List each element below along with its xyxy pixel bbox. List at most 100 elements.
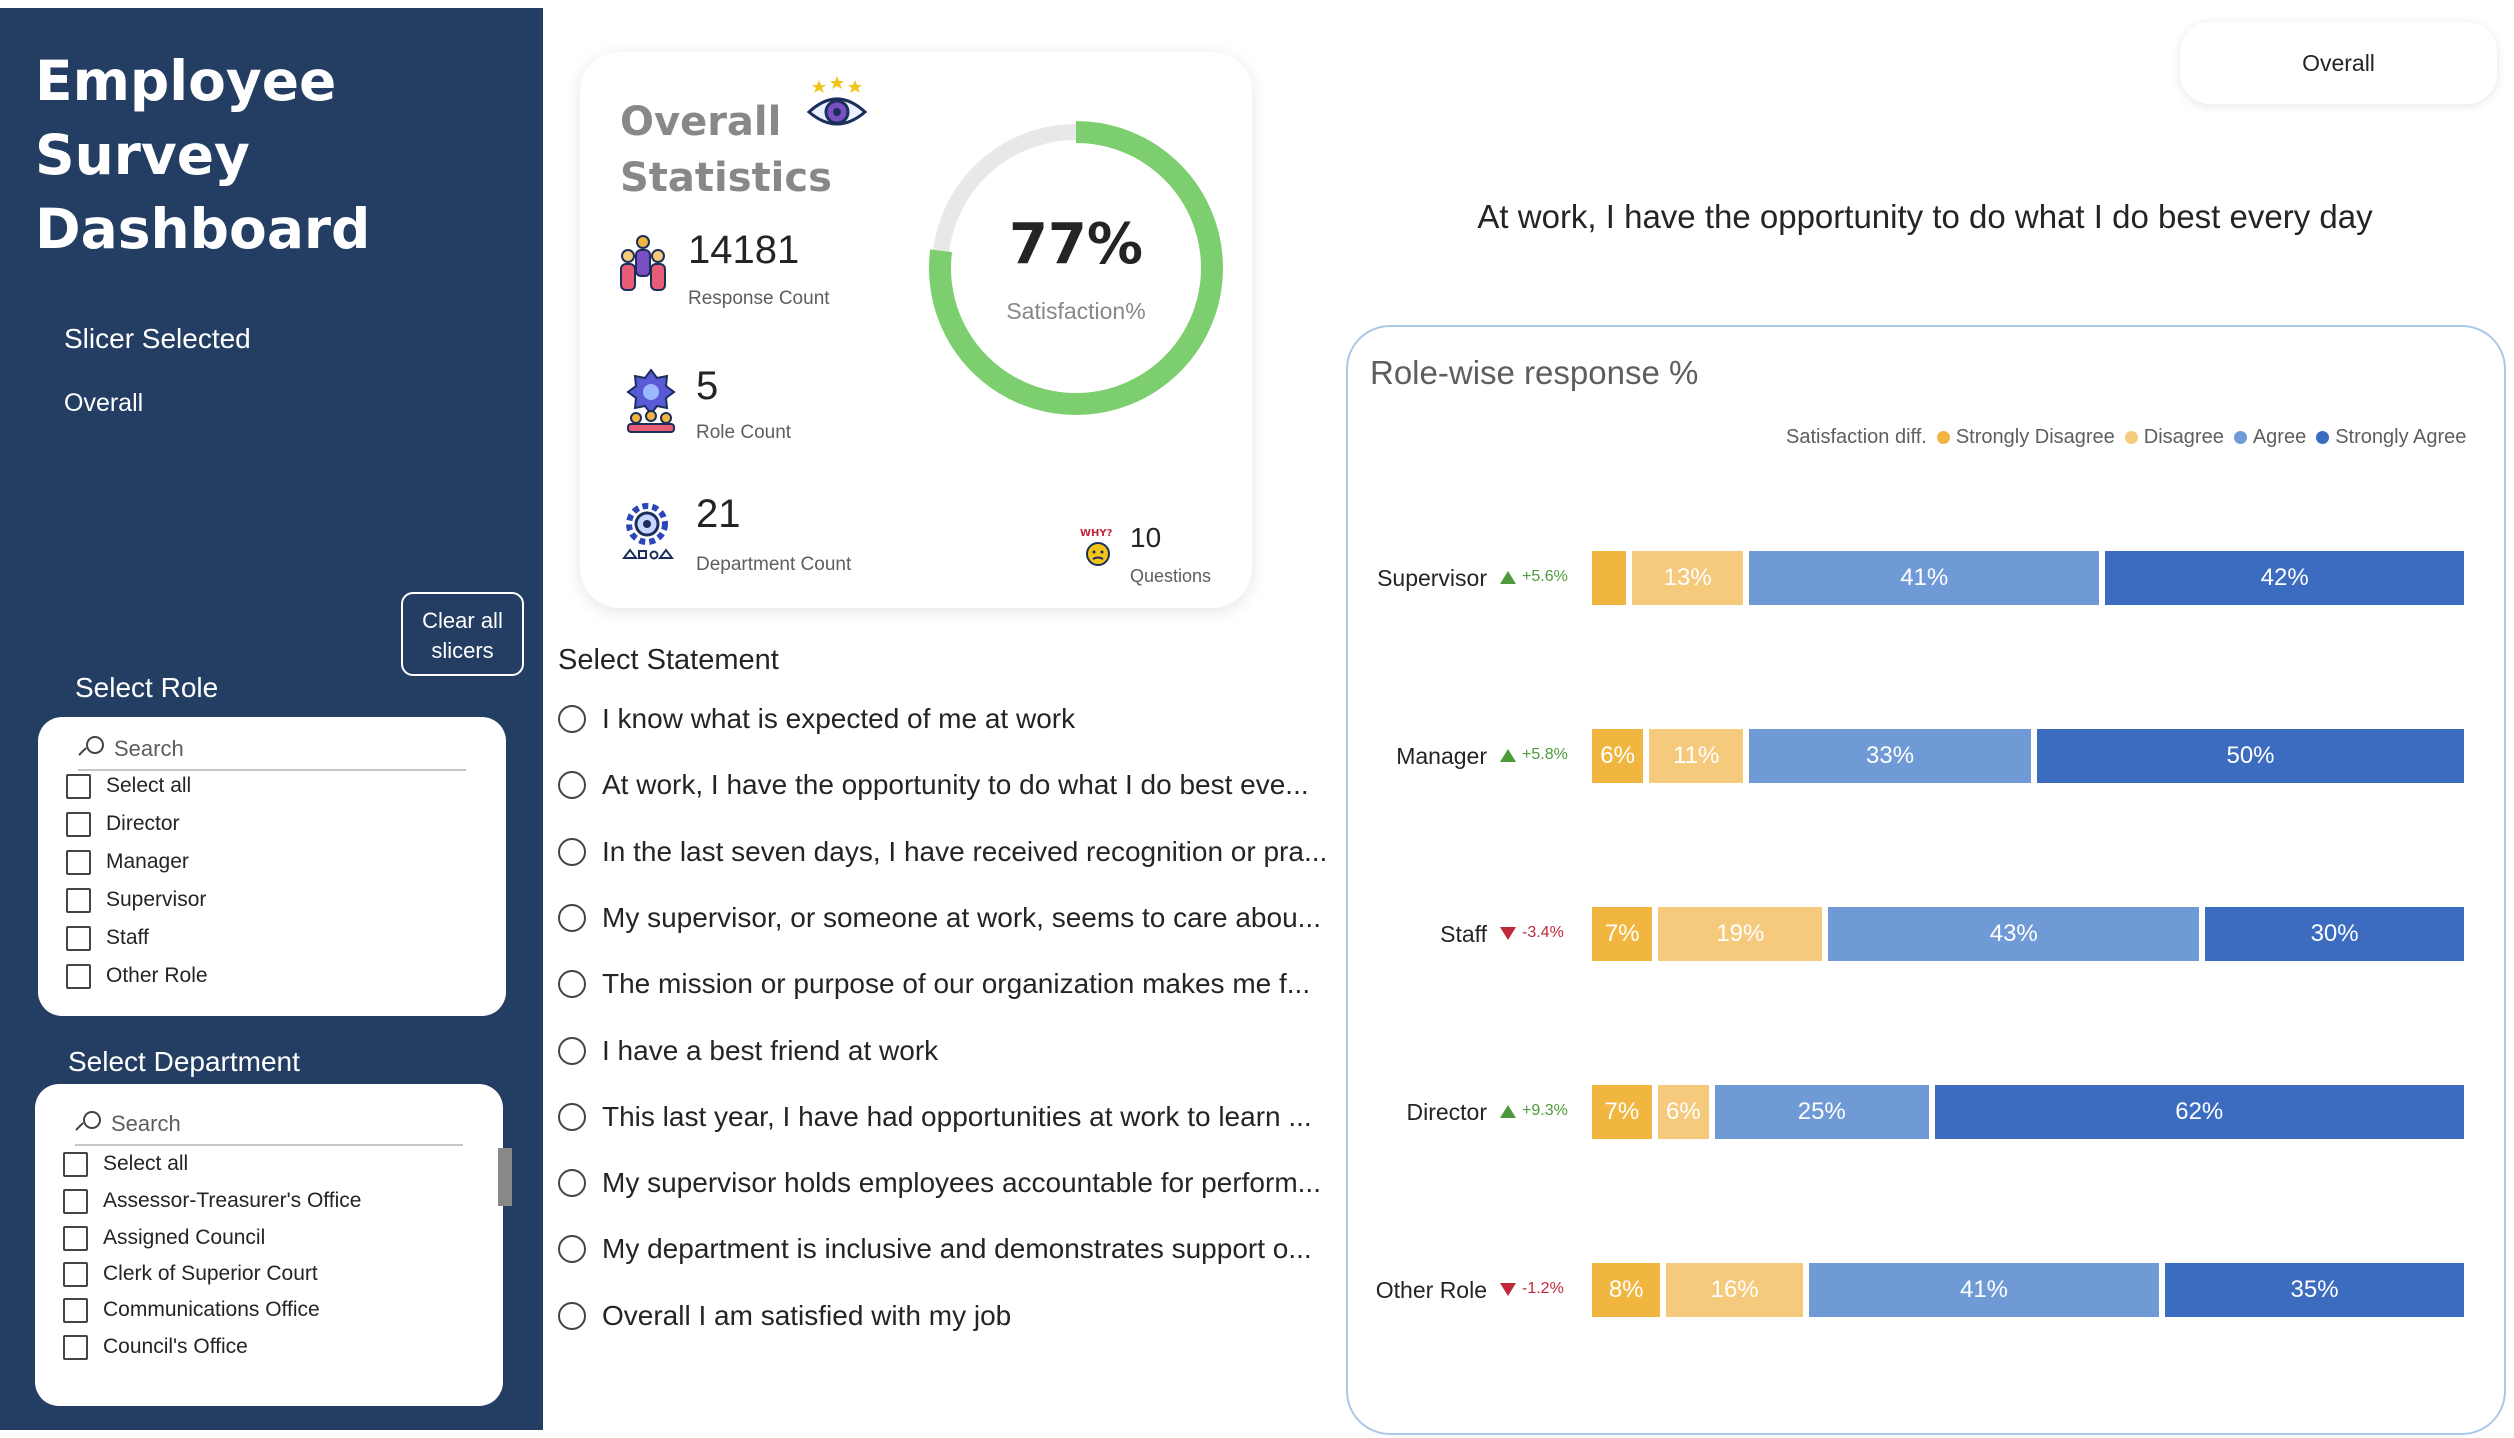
role-search[interactable]: Search xyxy=(78,729,466,771)
bar-segment-strongly-disagree[interactable]: 8% xyxy=(1592,1263,1661,1317)
statement-option[interactable]: My supervisor holds employees accountabl… xyxy=(558,1163,1342,1203)
bar-segment-strongly-disagree[interactable]: 7% xyxy=(1592,1085,1652,1139)
checkbox[interactable] xyxy=(66,773,91,799)
selected-question-title: At work, I have the opportunity to do wh… xyxy=(1477,198,2373,235)
data-label: 7% xyxy=(1604,1098,1640,1125)
radio-button[interactable] xyxy=(558,771,586,800)
statement-option[interactable]: Overall I am satisfied with my job xyxy=(558,1296,1342,1336)
role-option-other-role[interactable]: Other Role xyxy=(66,959,208,993)
bar-segment-disagree[interactable]: 6% xyxy=(1657,1085,1709,1139)
bar-segment-strongly-agree[interactable]: 62% xyxy=(1934,1085,2464,1139)
select-department-title: Select Department xyxy=(68,1046,300,1077)
department-option-assessor-treasurer[interactable]: Assessor-Treasurer's Office xyxy=(63,1184,361,1218)
overall-filter-button[interactable]: Overall xyxy=(2180,22,2497,104)
department-option-assigned-council[interactable]: Assigned Council xyxy=(63,1221,265,1255)
bar-segment-strongly-agree[interactable]: 30% xyxy=(2205,907,2464,961)
checkbox[interactable] xyxy=(66,849,91,875)
bar-segment-agree[interactable]: 43% xyxy=(1828,907,2200,961)
bar-segment-agree[interactable]: 33% xyxy=(1749,729,2031,783)
checkbox[interactable] xyxy=(66,963,91,989)
option-label: Director xyxy=(106,812,180,835)
statement-option[interactable]: My department is inclusive and demonstra… xyxy=(558,1229,1342,1269)
diff-value: +5.6% xyxy=(1522,568,1568,585)
option-label: Clerk of Superior Court xyxy=(103,1262,318,1285)
donut-arc xyxy=(929,121,1223,415)
radio-button[interactable] xyxy=(558,1102,586,1131)
checkbox[interactable] xyxy=(66,887,91,913)
arrow-up-icon xyxy=(1500,748,1516,762)
department-scrollbar[interactable] xyxy=(498,1148,512,1206)
bar-segment-strongly-agree[interactable]: 42% xyxy=(2105,551,2464,605)
checkbox[interactable] xyxy=(63,1334,88,1360)
radio-button[interactable] xyxy=(558,903,586,932)
statement-label: I have a best friend at work xyxy=(602,1034,939,1066)
role-option-select-all[interactable]: Select all xyxy=(66,769,191,803)
chart-legend: Satisfaction diff. Strongly Disagree Dis… xyxy=(1786,426,2466,449)
checkbox[interactable] xyxy=(66,925,91,951)
statement-option[interactable]: In the last seven days, I have received … xyxy=(558,832,1342,872)
stats-title: Overall Statistics xyxy=(620,99,832,201)
radio-button[interactable] xyxy=(558,1235,586,1264)
radio-button[interactable] xyxy=(558,705,586,733)
option-label: Manager xyxy=(106,850,189,873)
statement-label: I know what is expected of me at work xyxy=(602,703,1076,734)
satisfaction-label: Satisfaction% xyxy=(1006,298,1146,324)
bar-segment-strongly-agree[interactable]: 50% xyxy=(2037,729,2464,783)
radio-button[interactable] xyxy=(558,1301,586,1330)
bar-segment-agree[interactable]: 25% xyxy=(1715,1085,1929,1139)
role-option-manager[interactable]: Manager xyxy=(66,845,189,879)
department-option-select-all[interactable]: Select all xyxy=(63,1147,188,1181)
bar-segment-agree[interactable]: 41% xyxy=(1808,1263,2160,1317)
radio-button[interactable] xyxy=(558,1169,586,1198)
bar-segment-disagree[interactable]: 16% xyxy=(1666,1263,1803,1317)
category-label: Staff xyxy=(1440,921,1487,947)
data-label: 8% xyxy=(1608,1276,1644,1303)
role-search-input[interactable]: Search xyxy=(114,736,184,761)
statement-label: In the last seven days, I have received … xyxy=(602,835,1328,867)
bar-segment-disagree[interactable]: 19% xyxy=(1658,907,1823,961)
data-label: 35% xyxy=(2290,1276,2339,1303)
department-slicer: Search Select all Assessor-Treasurer's O… xyxy=(35,1084,512,1406)
role-option-supervisor[interactable]: Supervisor xyxy=(66,883,206,917)
statement-option[interactable]: This last year, I have had opportunities… xyxy=(558,1097,1342,1137)
department-option-clerk-superior-court[interactable]: Clerk of Superior Court xyxy=(63,1257,318,1291)
radio-button[interactable] xyxy=(558,837,586,866)
role-option-director[interactable]: Director xyxy=(66,807,180,841)
statement-option[interactable]: My supervisor, or someone at work, seems… xyxy=(558,898,1342,938)
statement-option[interactable]: The mission or purpose of our organizati… xyxy=(558,964,1342,1004)
bar-segment-strongly-disagree[interactable] xyxy=(1592,551,1627,605)
department-option-councils-office[interactable]: Council's Office xyxy=(63,1330,248,1364)
bar-segment-disagree[interactable]: 13% xyxy=(1632,551,1744,605)
bar-segment-disagree[interactable]: 11% xyxy=(1649,729,1744,783)
role-option-staff[interactable]: Staff xyxy=(66,921,149,955)
option-label: Assigned Council xyxy=(103,1226,266,1249)
statement-option[interactable]: I have a best friend at work xyxy=(558,1031,1342,1071)
data-label: 62% xyxy=(2175,1098,2224,1125)
option-label: Staff xyxy=(106,926,149,949)
category-label: Other Role xyxy=(1375,1277,1487,1303)
department-option-communications-office[interactable]: Communications Office xyxy=(63,1293,320,1327)
overall-statistics-card: Overall Statistics 14181 Response Count … xyxy=(580,52,1252,608)
clear-all-slicers-button[interactable]: Clear all slicers xyxy=(401,592,524,676)
statement-option[interactable]: At work, I have the opportunity to do wh… xyxy=(558,765,1342,805)
role-badge-icon xyxy=(626,368,676,433)
bar-segment-agree[interactable]: 41% xyxy=(1749,551,2100,605)
statement-option[interactable]: I know what is expected of me at work xyxy=(558,699,1342,739)
legend-satisfaction-diff: Satisfaction diff. xyxy=(1786,426,1927,448)
legend-dot xyxy=(2124,431,2138,444)
checkbox[interactable] xyxy=(63,1188,88,1214)
checkbox[interactable] xyxy=(63,1151,88,1177)
diff-value: -3.4% xyxy=(1522,924,1564,941)
checkbox[interactable] xyxy=(63,1225,88,1251)
department-search-input[interactable]: Search xyxy=(111,1111,181,1136)
bar-segment-strongly-disagree[interactable]: 7% xyxy=(1592,907,1653,961)
checkbox[interactable] xyxy=(66,811,91,837)
role-count-value: 5 xyxy=(696,364,719,408)
bar-segment-strongly-disagree[interactable]: 6% xyxy=(1592,729,1644,783)
radio-button[interactable] xyxy=(558,970,586,999)
checkbox[interactable] xyxy=(63,1297,88,1323)
checkbox[interactable] xyxy=(63,1261,88,1287)
radio-button[interactable] xyxy=(558,1036,586,1065)
department-search[interactable]: Search xyxy=(75,1104,463,1146)
bar-segment-strongly-agree[interactable]: 35% xyxy=(2165,1263,2464,1317)
